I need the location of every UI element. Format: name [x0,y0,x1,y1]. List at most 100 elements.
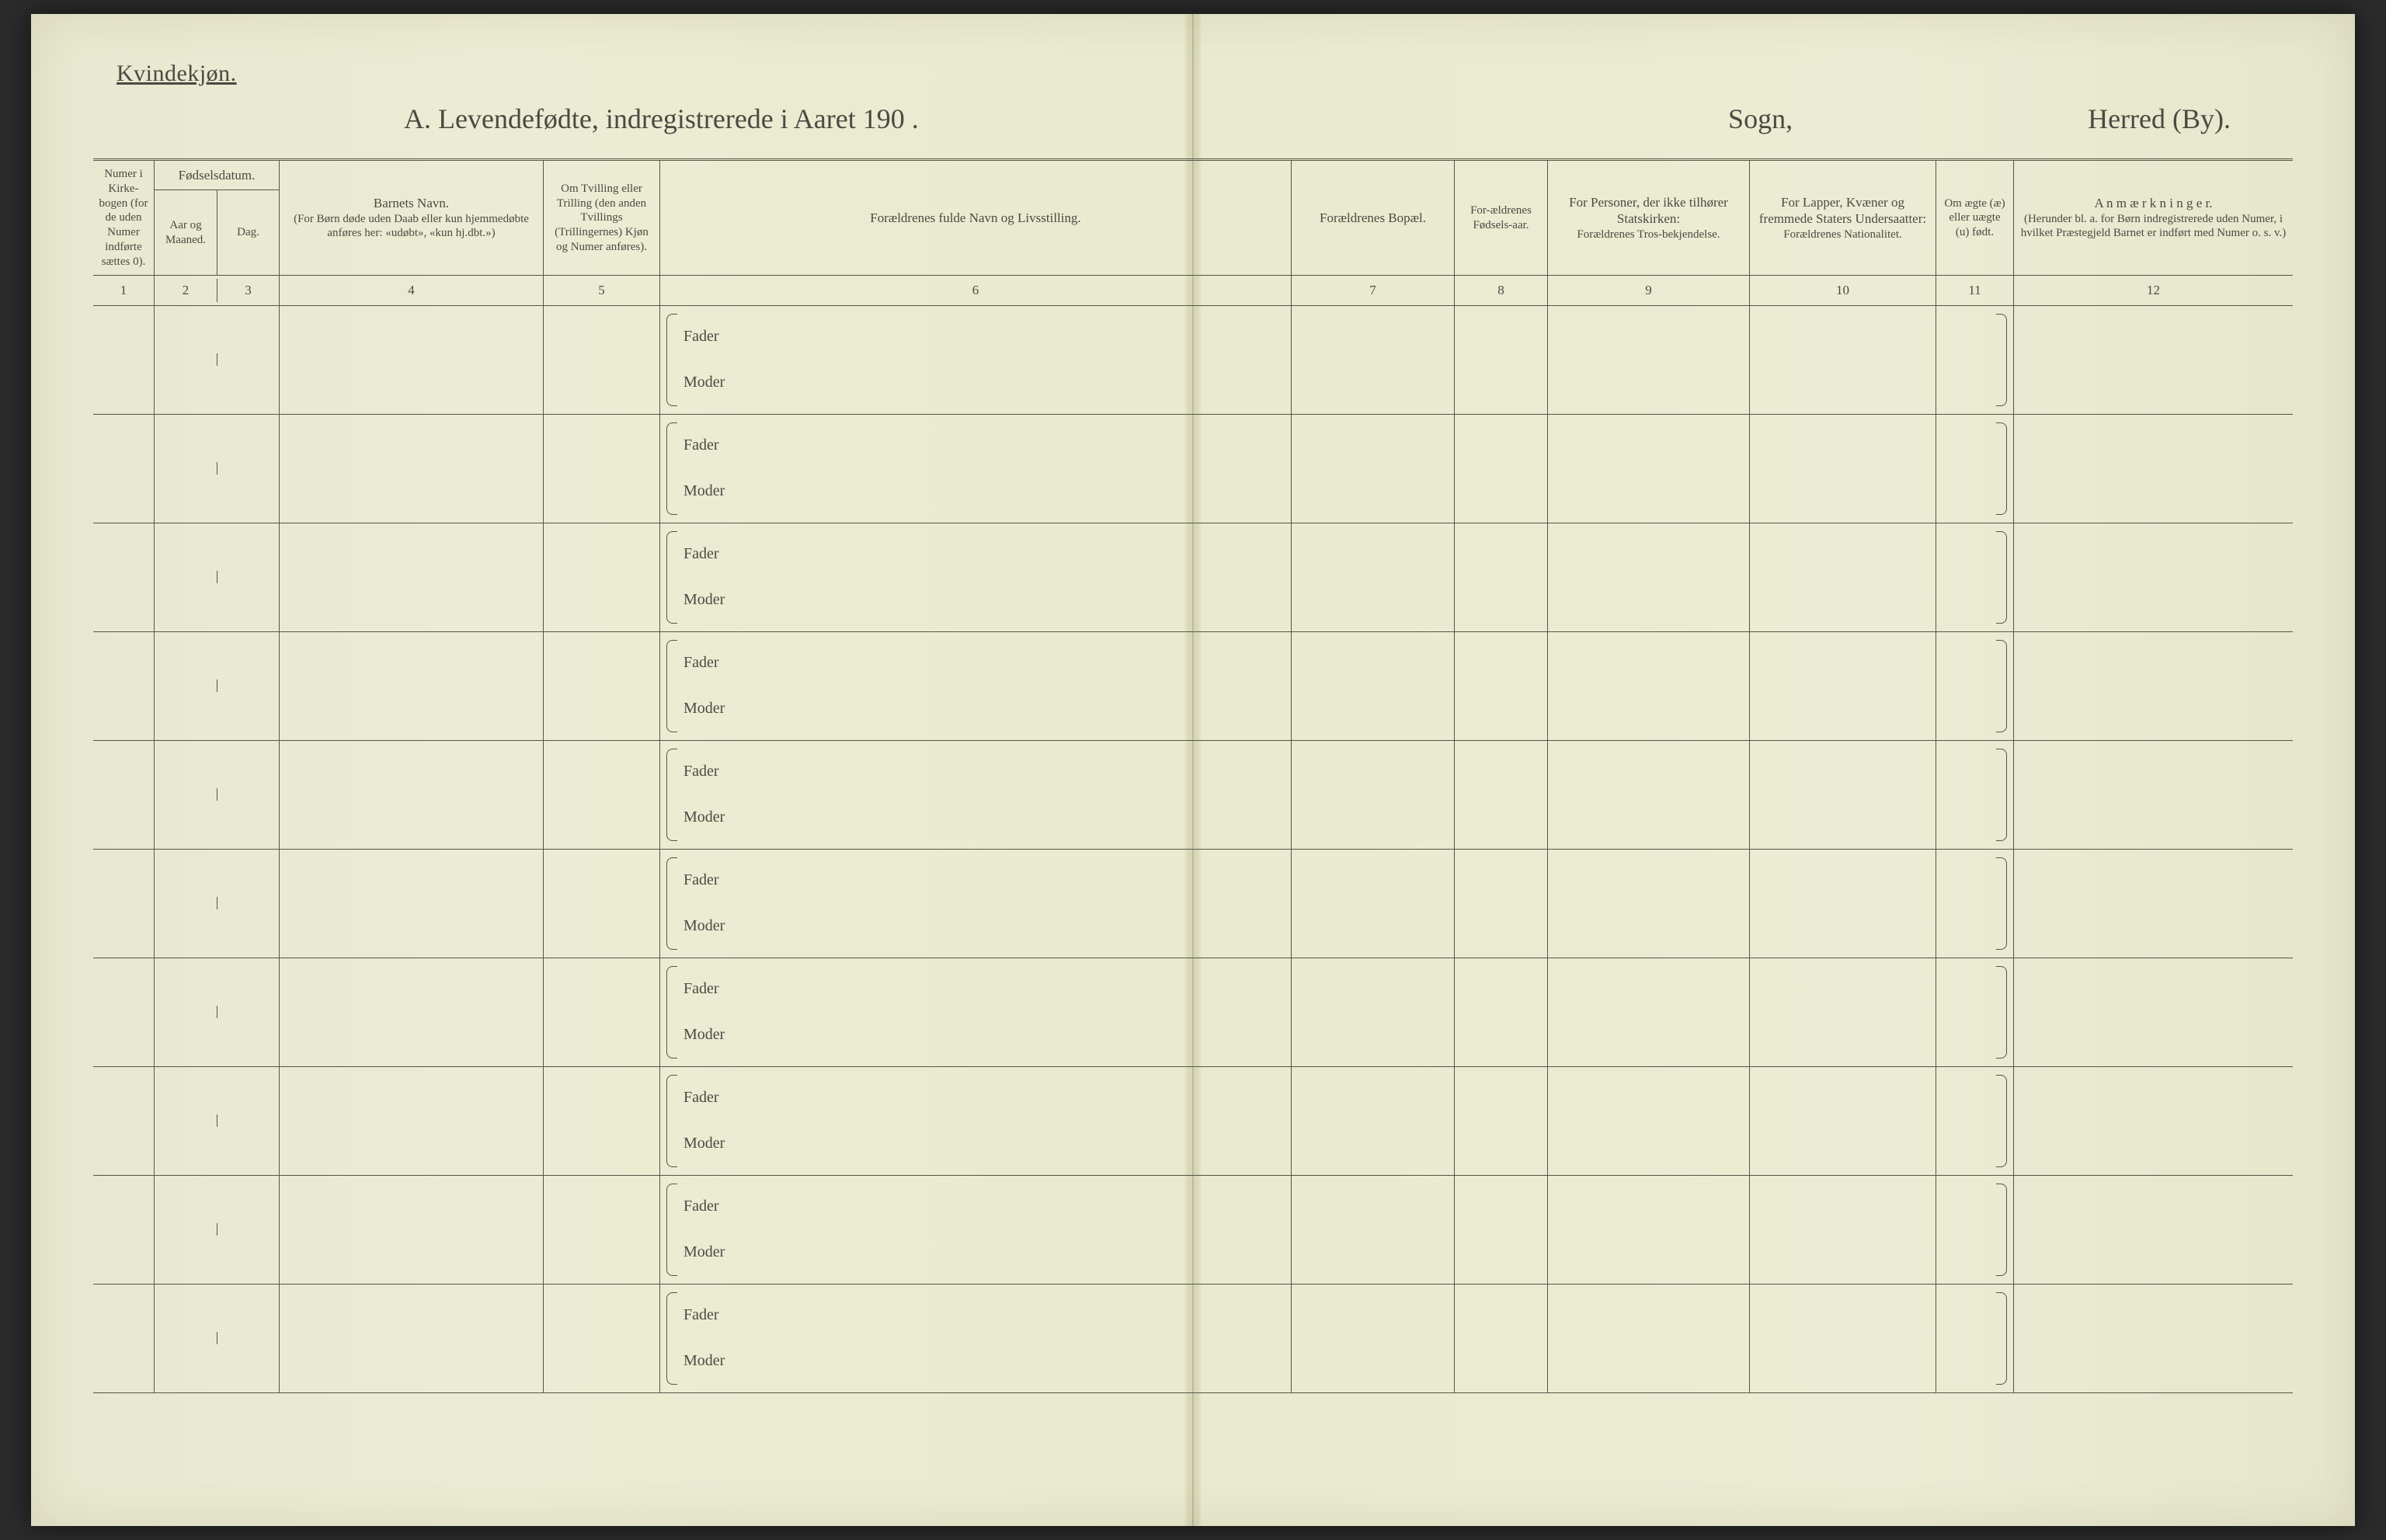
cell-1 [93,632,154,740]
fader-label: Fader [683,1088,1283,1107]
brace-right-icon [1996,749,2007,841]
col-header-10-title: For Lapper, Kvæner og fremmede Staters U… [1755,194,1931,228]
cell-1 [93,1284,154,1392]
cell-12 [2013,850,2293,958]
brace-right-icon [1996,966,2007,1059]
cell-2 [155,897,217,909]
cell-11 [1936,632,2013,740]
col-num-1: 1 [93,276,154,304]
cell-6: FaderModer [659,415,1291,523]
cell-7 [1291,632,1454,740]
cell-1 [93,1067,154,1175]
col-header-4-sub: (For Børn døde uden Daab eller kun hjemm… [284,212,538,242]
col-num-9: 9 [1547,276,1749,304]
moder-label: Moder [683,1025,1283,1045]
cell-2-3 [154,632,279,740]
fader-label: Fader [683,653,1283,673]
cell-1 [93,1176,154,1284]
table-row: FaderModer [93,306,2293,415]
cell-1 [93,415,154,523]
cell-2-3 [154,850,279,958]
col-num-10: 10 [1749,276,1936,304]
table-row: FaderModer [93,958,2293,1067]
cell-7 [1291,306,1454,414]
col-header-2-3-group: Fødselsdatum. Aar og Maaned. Dag. [154,161,279,275]
cell-5 [543,741,659,849]
col-header-12-title: A n m æ r k n i n g e r. [2094,195,2212,211]
brace-right-icon [1996,314,2007,406]
col-header-12: A n m æ r k n i n g e r. (Herunder bl. a… [2013,161,2293,275]
cell-3 [217,462,279,475]
cell-8 [1454,523,1547,631]
cell-8 [1454,1067,1547,1175]
cell-5 [543,958,659,1066]
col-header-9-sub: Forældrenes Tros-bekjendelse. [1577,228,1720,242]
cell-3 [217,788,279,801]
cell-1 [93,306,154,414]
cell-11 [1936,523,2013,631]
cell-2 [155,353,217,366]
moder-label: Moder [683,1134,1283,1153]
cell-9 [1547,306,1749,414]
cell-2-3 [154,1176,279,1284]
cell-10 [1749,632,1936,740]
moder-label: Moder [683,808,1283,827]
cell-9 [1547,415,1749,523]
col-num-7: 7 [1291,276,1454,304]
cell-8 [1454,1176,1547,1284]
gender-heading: Kvindekjøn. [117,61,2293,87]
cell-6: Fader Moder [659,1067,1291,1175]
cell-3 [217,1006,279,1018]
cell-8 [1454,741,1547,849]
table-row: Fader Moder [93,1176,2293,1284]
fader-label: Fader [683,1197,1283,1216]
table-row: FaderModer [93,523,2293,632]
brace-right-icon [1996,640,2007,732]
col-num-2-3: 2 3 [154,276,279,304]
cell-9 [1547,1284,1749,1392]
moder-label: Moder [683,373,1283,392]
brace-left-icon [666,314,677,406]
fader-label: Fader [683,871,1283,890]
moder-label: Moder [683,1243,1283,1262]
cell-10 [1749,1284,1936,1392]
cell-12 [2013,1284,2293,1392]
cell-11 [1936,1176,2013,1284]
cell-6: FaderModer [659,958,1291,1066]
moder-label: Moder [683,699,1283,718]
cell-3 [217,897,279,909]
table-row: Fader Moder [93,1067,2293,1176]
cell-7 [1291,1067,1454,1175]
cell-2 [155,1332,217,1344]
cell-5 [543,1176,659,1284]
cell-2-3 [154,958,279,1066]
cell-2 [155,1114,217,1127]
table-row: Fader Moder [93,632,2293,741]
moder-label: Moder [683,590,1283,610]
cell-4 [279,1284,543,1392]
cell-1 [93,741,154,849]
table-column-numbers: 1 2 3 4 5 6 7 8 9 10 11 12 [93,276,2293,305]
cell-8 [1454,850,1547,958]
cell-9 [1547,1067,1749,1175]
col-num-5: 5 [543,276,659,304]
cell-2-3 [154,1067,279,1175]
cell-3 [217,1114,279,1127]
col-num-11: 11 [1936,276,2013,304]
col-num-4: 4 [279,276,543,304]
cell-10 [1749,958,1936,1066]
col-header-3: Dag. [217,190,279,275]
cell-11 [1936,1067,2013,1175]
cell-7 [1291,741,1454,849]
cell-6: FaderModer [659,306,1291,414]
cell-1 [93,958,154,1066]
brace-right-icon [1996,1292,2007,1385]
cell-2-3 [154,415,279,523]
cell-4 [279,1067,543,1175]
cell-12 [2013,741,2293,849]
cell-1 [93,850,154,958]
fader-label: Fader [683,436,1283,455]
form-title-sogn: Sogn, [1728,103,1793,135]
cell-3 [217,1223,279,1236]
col-header-10: For Lapper, Kvæner og fremmede Staters U… [1749,161,1936,275]
